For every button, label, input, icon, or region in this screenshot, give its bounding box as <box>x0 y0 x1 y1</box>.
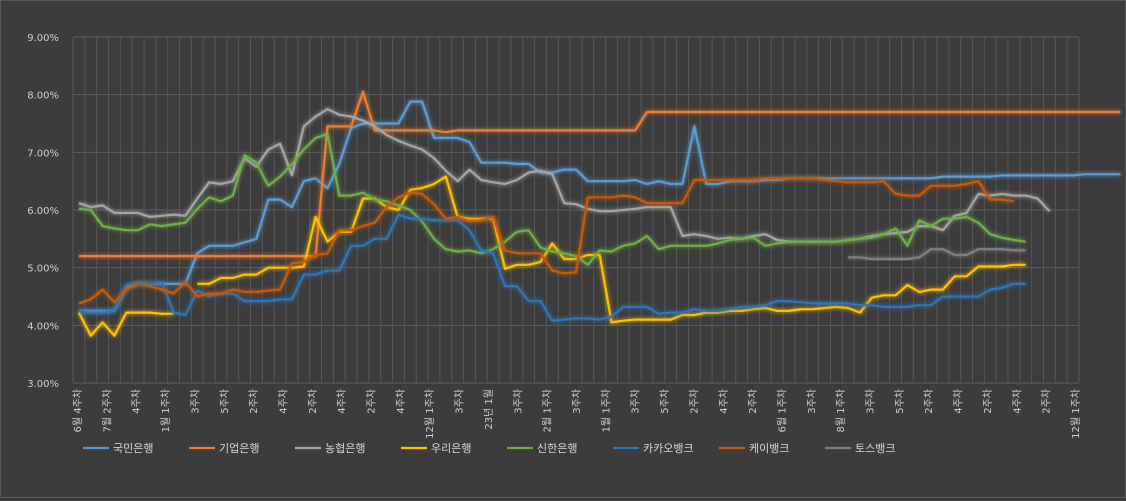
x-tick-label: 2주차 <box>1041 389 1053 414</box>
series-line-4 <box>78 132 1026 266</box>
series-line-0 <box>78 100 1121 312</box>
x-tick-label: 4주차 <box>336 389 348 414</box>
x-tick-label: 2주차 <box>923 389 935 414</box>
x-tick-label: 8월 1주차 <box>835 389 847 433</box>
x-tick-label: 1월 1주차 <box>600 389 612 433</box>
x-tick-label: 2주차 <box>688 389 700 414</box>
x-tick-label: 5주차 <box>659 389 671 414</box>
x-tick-label: 12월 1주차 <box>424 389 436 439</box>
x-tick-label: 3주차 <box>630 389 642 414</box>
x-tick-label: 3주차 <box>512 389 524 414</box>
x-tick-label: 6월 4주차 <box>72 389 84 433</box>
x-tick-label: 4주차 <box>395 389 407 414</box>
legend-label: 신한은행 <box>537 442 577 455</box>
legend-label: 농협은행 <box>325 442 365 455</box>
x-axis: 6월 4주차 7월 2주차 4주차 1월 1주차 3주차 5주차 2주차 4주차 2주차 4주차 2… <box>72 389 1082 439</box>
x-tick-label: 4주차 <box>718 389 730 414</box>
x-tick-label: 6월 1주차 <box>776 389 788 433</box>
y-tick-label: 3.00% <box>27 379 59 390</box>
legend-label: 토스뱅크 <box>855 442 895 455</box>
y-tick-label: 5.00% <box>27 264 59 275</box>
legend-label: 국민은행 <box>113 442 153 455</box>
legend-label: 카카오뱅크 <box>643 442 694 455</box>
y-axis: 3.00% 4.00% 5.00% 6.00% 7.00% 8.00% 9.00% <box>27 33 59 390</box>
y-tick-label: 8.00% <box>27 91 59 102</box>
legend-label: 케이뱅크 <box>749 442 789 455</box>
x-tick-label: 1월 1주차 <box>160 389 172 433</box>
x-tick-label: 3주차 <box>865 389 877 414</box>
y-tick-label: 7.00% <box>27 148 59 159</box>
x-tick-label: 5주차 <box>894 389 906 414</box>
x-tick-label: 12월 1주차 <box>1070 389 1082 439</box>
legend-label: 우리은행 <box>431 442 471 455</box>
x-tick-label: 2월 1주차 <box>542 389 554 433</box>
x-tick-label: 4주차 <box>953 389 965 414</box>
x-tick-label: 7월 2주차 <box>101 389 113 433</box>
x-tick-label: 3주차 <box>571 389 583 414</box>
grid <box>72 36 1080 384</box>
x-tick-label: 4주차 <box>277 389 289 414</box>
y-tick-label: 4.00% <box>27 321 59 332</box>
x-tick-label: 3주차 <box>189 389 201 414</box>
x-tick-label: 3주차 <box>806 389 818 414</box>
series-line-7 <box>848 248 1026 261</box>
x-tick-label: 5주차 <box>219 389 231 414</box>
x-tick-label: 2주차 <box>982 389 994 414</box>
series-line-1 <box>78 90 1121 258</box>
y-tick-label: 9.00% <box>27 33 59 44</box>
x-tick-label: 2주차 <box>307 389 319 414</box>
x-tick-label: 2주차 <box>248 389 260 414</box>
x-tick-label: 4주차 <box>131 389 143 414</box>
legend-label: 기업은행 <box>219 442 259 455</box>
series-line-5 <box>78 213 1026 322</box>
legend: 국민은행 기업은행 농협은행 우리은행 신한은행 카카오뱅크 케이뱅크 토스뱅크 <box>83 442 895 455</box>
series-lines <box>77 90 1121 337</box>
x-tick-label: 2주차 <box>366 389 378 414</box>
x-tick-label: 4주차 <box>1011 389 1023 414</box>
x-tick-label: 23년 1월 <box>483 389 495 430</box>
series-line-6 <box>78 177 1015 305</box>
x-tick-label: 2주차 <box>747 389 759 414</box>
series-line-3 <box>77 175 1026 337</box>
y-tick-label: 6.00% <box>27 206 59 217</box>
x-tick-label: 3주차 <box>454 389 466 414</box>
series-line-2 <box>78 108 1051 243</box>
